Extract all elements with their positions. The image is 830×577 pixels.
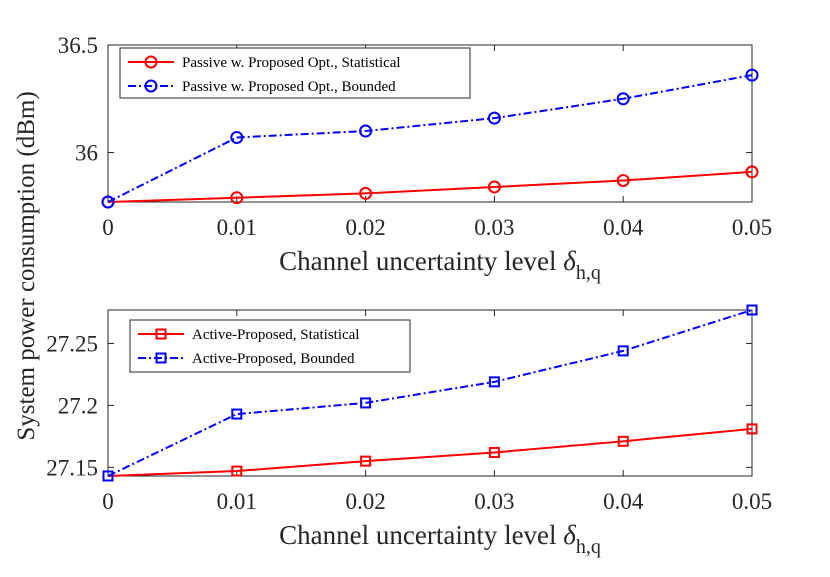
data-point (488, 376, 500, 388)
x-tick-label: 0 (102, 489, 114, 514)
series-line-1 (107, 427, 753, 477)
x-tick-label: 0.03 (474, 489, 514, 514)
x-tick-label: 0.02 (345, 215, 385, 240)
x-axis-label-text: Channel uncertainty level (279, 246, 563, 276)
data-point (617, 345, 629, 357)
legend-marker (155, 352, 167, 364)
x-axis-label: Channel uncertainty level δh,q (279, 520, 601, 558)
data-point (359, 186, 373, 200)
x-tick-label: 0.03 (474, 215, 514, 240)
series-line-2 (107, 74, 753, 203)
legend-label: Active-Proposed, Bounded (192, 351, 355, 367)
legend-box (129, 319, 411, 373)
data-point (616, 92, 630, 106)
data-point (101, 195, 115, 209)
x-tick-label: 0.05 (732, 215, 772, 240)
data-point (746, 304, 758, 316)
legend-marker (144, 55, 158, 69)
x-axis-label-text: Channel uncertainty level (279, 520, 563, 550)
legend-box (119, 47, 471, 99)
legend-label: Active-Proposed, Statistical (192, 327, 359, 343)
axes-frame (107, 44, 753, 203)
data-point (230, 191, 244, 205)
data-point (360, 397, 372, 409)
y-tick-label: 36.5 (58, 33, 98, 58)
x-axis-label-subscript: h,q (576, 536, 601, 558)
panel-1: 0 0.01 0.02 0.03 0.04 0.05 36 36.5 Channel uncer… (58, 33, 772, 284)
x-tick-label: 0.04 (603, 215, 644, 240)
panel-2: 0 0.01 0.02 0.03 0.04 0.05 27.15 27.2 27.25 Chann… (46, 304, 772, 558)
series-line-2 (107, 309, 753, 477)
x-tick-label: 0.01 (217, 215, 257, 240)
axes-frame (107, 309, 753, 477)
data-point (488, 446, 500, 458)
x-tick-label: 0.04 (603, 489, 644, 514)
x-tick-label: 0 (102, 215, 114, 240)
data-point (745, 68, 759, 82)
x-axis-label: Channel uncertainty level δh,q (279, 246, 601, 284)
x-tick-label: 0.05 (732, 489, 772, 514)
y-tick-label: 27.15 (46, 455, 98, 480)
series-line-1 (107, 170, 753, 203)
legend-label: Passive w. Proposed Opt., Bounded (182, 79, 396, 95)
x-tick-label: 0.01 (217, 489, 257, 514)
data-point (746, 423, 758, 435)
data-point (617, 435, 629, 447)
legend-marker (144, 79, 158, 93)
x-tick-label: 0.02 (345, 489, 385, 514)
legend: Passive w. Proposed Opt., Statistical Pas… (119, 47, 471, 99)
x-axis-label-subscript: h,q (576, 262, 601, 284)
data-point (745, 165, 759, 179)
legend-marker (155, 328, 167, 340)
y-tick-label: 27.25 (46, 331, 98, 356)
data-point (487, 180, 501, 194)
data-point (230, 130, 244, 144)
y-tick-label: 27.2 (58, 393, 98, 418)
x-axis-label-symbol: δ (563, 520, 576, 550)
data-point (616, 173, 630, 187)
data-point (231, 408, 243, 420)
data-point (360, 455, 372, 467)
x-axis-label-symbol: δ (563, 246, 576, 276)
data-point (359, 124, 373, 138)
data-point (231, 465, 243, 477)
y-tick-label: 36 (75, 141, 98, 166)
data-point (487, 111, 501, 125)
y-axis-label: System power consumption (dBm) (13, 91, 40, 440)
legend: Active-Proposed, Statistical Active-Propo… (129, 319, 411, 373)
legend-label: Passive w. Proposed Opt., Statistical (182, 55, 401, 71)
data-point (102, 470, 114, 482)
